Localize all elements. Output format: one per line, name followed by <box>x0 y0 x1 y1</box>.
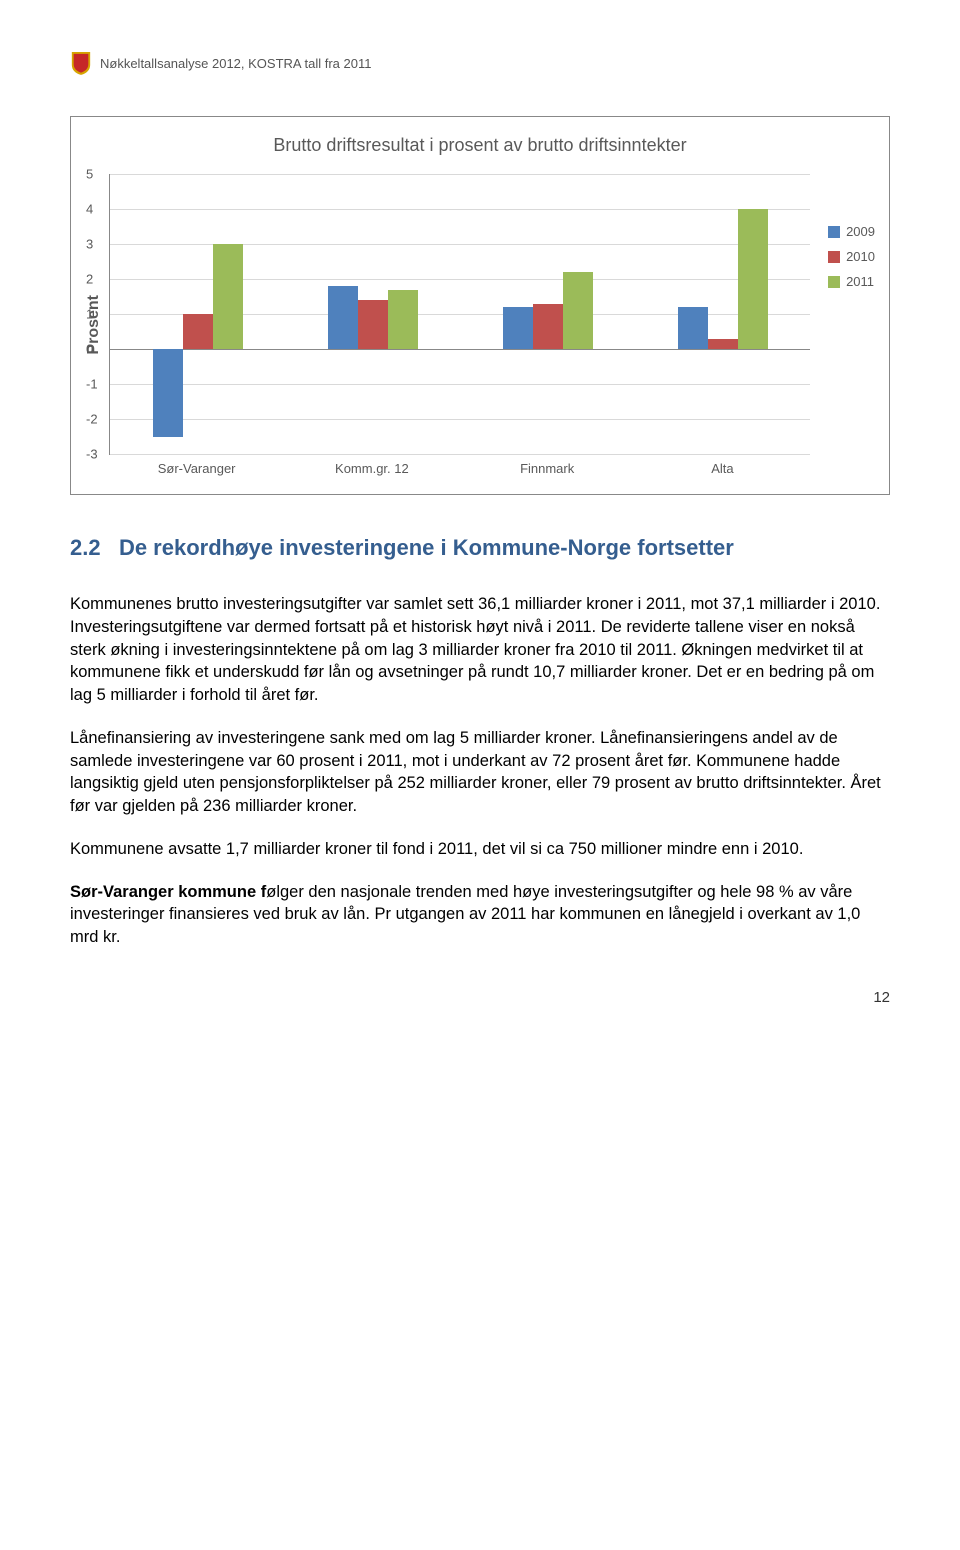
x-tick-label: Komm.gr. 12 <box>309 461 435 476</box>
y-tick-label: -1 <box>86 377 98 392</box>
paragraph-2: Lånefinansiering av investeringene sank … <box>70 727 890 818</box>
gridline <box>110 454 810 455</box>
bar <box>563 272 593 349</box>
chart-legend: 2009 2010 2011 <box>828 174 875 289</box>
x-tick-label: Sør-Varanger <box>134 461 260 476</box>
y-tick-label: 0 <box>86 342 93 357</box>
page-header: Nøkkeltallsanalyse 2012, KOSTRA tall fra… <box>70 50 890 80</box>
legend-item: 2010 <box>828 249 875 264</box>
legend-label: 2009 <box>846 224 875 239</box>
bar-group <box>135 174 261 454</box>
y-tick-label: -3 <box>86 447 98 462</box>
body-text: Kommunenes brutto investeringsutgifter v… <box>70 593 890 949</box>
chart-title: Brutto driftsresultat i prosent av brutt… <box>85 135 875 156</box>
paragraph-4-bold: Sør-Varanger kommune f <box>70 883 266 901</box>
chart-container: Brutto driftsresultat i prosent av brutt… <box>70 116 890 495</box>
legend-label: 2011 <box>846 274 874 289</box>
header-text: Nøkkeltallsanalyse 2012, KOSTRA tall fra… <box>100 56 371 71</box>
paragraph-4: Sør-Varanger kommune følger den nasjonal… <box>70 881 890 949</box>
bar-group <box>310 174 436 454</box>
bar <box>153 349 183 437</box>
bars-container <box>110 174 810 454</box>
paragraph-1: Kommunenes brutto investeringsutgifter v… <box>70 593 890 707</box>
bar <box>678 307 708 349</box>
bar <box>738 209 768 349</box>
shield-icon <box>70 50 92 76</box>
y-tick-label: 2 <box>86 272 93 287</box>
bar <box>213 244 243 349</box>
paragraph-3: Kommunene avsatte 1,7 milliarder kroner … <box>70 838 890 861</box>
legend-swatch <box>828 251 840 263</box>
bar <box>533 304 563 350</box>
x-tick-label: Alta <box>659 461 785 476</box>
y-tick-label: 4 <box>86 202 93 217</box>
y-tick-label: -2 <box>86 412 98 427</box>
bar <box>358 300 388 349</box>
y-tick-label: 1 <box>86 307 93 322</box>
x-axis-labels: Sør-Varanger Komm.gr. 12 Finnmark Alta <box>109 461 810 476</box>
y-tick-label: 3 <box>86 237 93 252</box>
y-tick-label: 5 <box>86 167 93 182</box>
legend-item: 2009 <box>828 224 875 239</box>
legend-label: 2010 <box>846 249 875 264</box>
x-tick-label: Finnmark <box>484 461 610 476</box>
legend-item: 2011 <box>828 274 875 289</box>
legend-swatch <box>828 226 840 238</box>
legend-swatch <box>828 276 840 288</box>
page-number: 12 <box>70 989 890 1006</box>
chart-plot-area: -3-2-1012345 <box>109 174 810 455</box>
section-heading: 2.2 De rekordhøye investeringene i Kommu… <box>70 535 890 561</box>
bar-group <box>660 174 786 454</box>
bar <box>183 314 213 349</box>
section-number: 2.2 <box>70 535 101 560</box>
bar <box>388 290 418 350</box>
bar <box>503 307 533 349</box>
bar-group <box>485 174 611 454</box>
bar <box>328 286 358 349</box>
section-title: De rekordhøye investeringene i Kommune-N… <box>119 535 734 560</box>
bar <box>708 339 738 350</box>
